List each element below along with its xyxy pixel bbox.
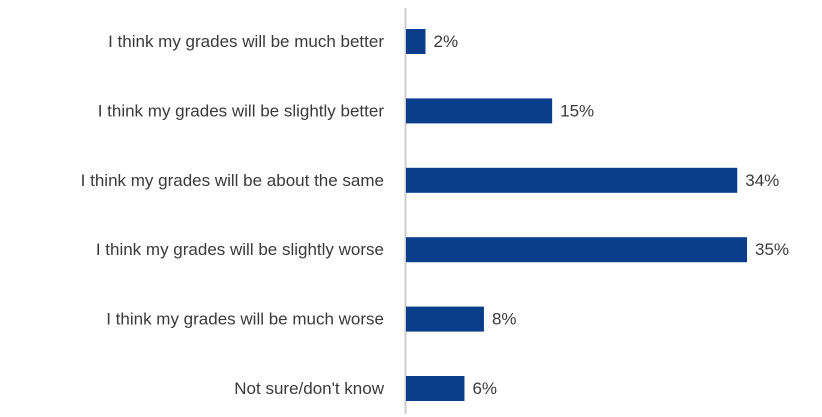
value-label-5: 8% bbox=[492, 310, 517, 329]
value-labels-group: 2% 15% 34% 35% 8% 6% bbox=[433, 32, 789, 398]
category-label-6: Not sure/don't know bbox=[234, 379, 384, 398]
value-label-2: 15% bbox=[560, 101, 594, 120]
bar-4 bbox=[406, 237, 747, 263]
value-label-4: 35% bbox=[755, 240, 789, 259]
bar-5 bbox=[406, 306, 484, 332]
category-label-1: I think my grades will be much better bbox=[108, 32, 384, 51]
category-label-2: I think my grades will be slightly bette… bbox=[98, 101, 385, 120]
category-label-4: I think my grades will be slightly worse bbox=[96, 240, 384, 259]
bar-6 bbox=[406, 376, 465, 401]
category-labels-group: I think my grades will be much better I t… bbox=[81, 32, 385, 398]
bar-2 bbox=[406, 98, 553, 124]
value-label-3: 34% bbox=[745, 171, 779, 190]
bar-3 bbox=[406, 167, 738, 193]
value-label-6: 6% bbox=[472, 379, 497, 398]
category-label-5: I think my grades will be much worse bbox=[106, 310, 384, 329]
bar-1 bbox=[406, 29, 426, 54]
bars-group bbox=[406, 29, 747, 401]
value-label-1: 2% bbox=[433, 32, 458, 51]
category-label-3: I think my grades will be about the same bbox=[81, 171, 384, 190]
